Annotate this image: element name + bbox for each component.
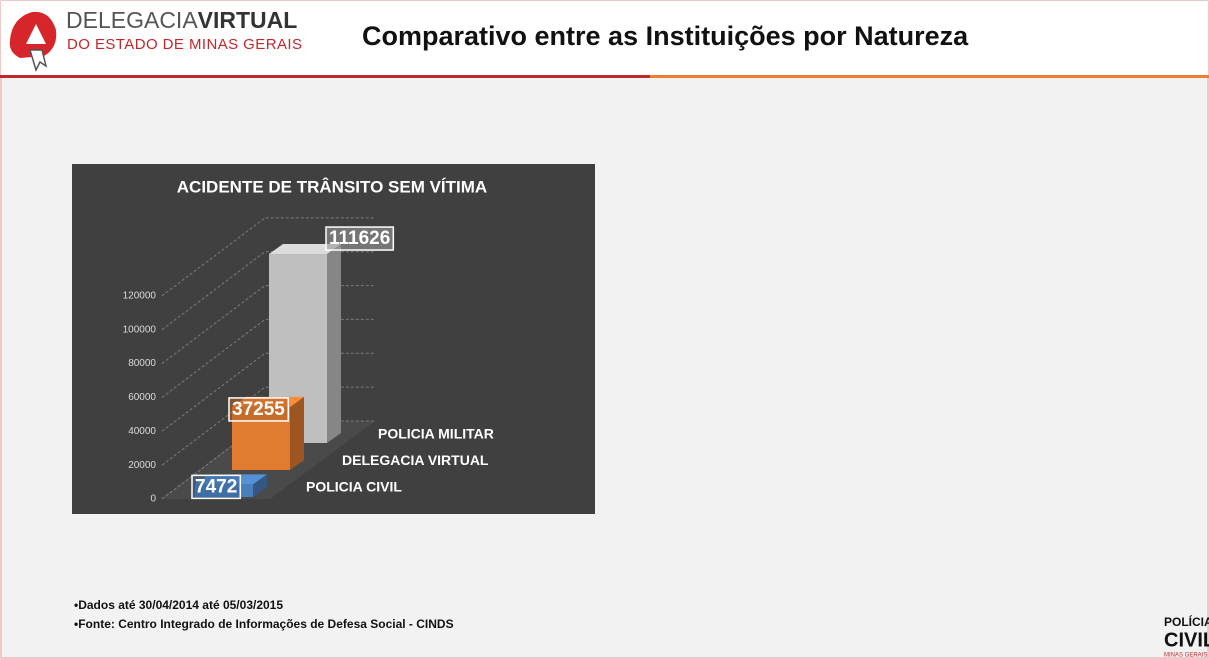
corner-logo-text: MINAS GERAIS <box>1164 653 1207 659</box>
y-tick-label: 80000 <box>128 358 156 369</box>
data-label-box <box>325 226 395 251</box>
header-band <box>1 1 1208 77</box>
logo-icon <box>9 11 57 73</box>
grid-line <box>161 217 375 297</box>
bar-side <box>253 474 267 497</box>
header-line-red <box>0 75 650 78</box>
chart-title: ACIDENTE DE TRÂNSITO SEM VÍTIMA <box>177 177 487 196</box>
y-tick-label: 20000 <box>128 460 156 471</box>
y-tick-label: 40000 <box>128 426 156 437</box>
category-label: DELEGACIA VIRTUAL <box>342 452 489 468</box>
footnote: •Fonte: Centro Integrado de Informações … <box>74 617 454 631</box>
header-line-orange <box>650 75 1209 78</box>
data-label: 111626 <box>329 228 390 249</box>
data-label: 7472 <box>195 476 237 497</box>
data-label-box <box>191 474 242 500</box>
y-tick-label: 120000 <box>123 290 157 301</box>
y-tick-label: 0 <box>150 494 156 505</box>
category-label: POLICIA CIVIL <box>306 479 402 495</box>
logo-word: DELEGACIA <box>66 7 198 33</box>
logo-word: VIRTUAL <box>198 7 298 33</box>
data-label-box <box>228 397 290 422</box>
bar-side <box>290 396 304 470</box>
slide-title: Comparativo entre as Instituições por Na… <box>362 21 969 51</box>
category-label: POLICIA MILITAR <box>378 426 494 442</box>
logo-subtext: DO ESTADO DE MINAS GERAIS <box>67 36 302 53</box>
bar-side <box>327 244 341 443</box>
y-tick-label: 60000 <box>128 392 156 403</box>
data-label: 37255 <box>232 399 285 420</box>
corner-logo-text: POLÍCIA <box>1164 614 1209 629</box>
bar-top <box>269 244 341 255</box>
corner-logo-text: CIVIL <box>1164 629 1209 651</box>
logo-text: DELEGACIAVIRTUAL <box>66 7 297 33</box>
footnote: •Dados até 30/04/2014 até 05/03/2015 <box>74 598 283 612</box>
y-tick-label: 100000 <box>123 324 157 335</box>
